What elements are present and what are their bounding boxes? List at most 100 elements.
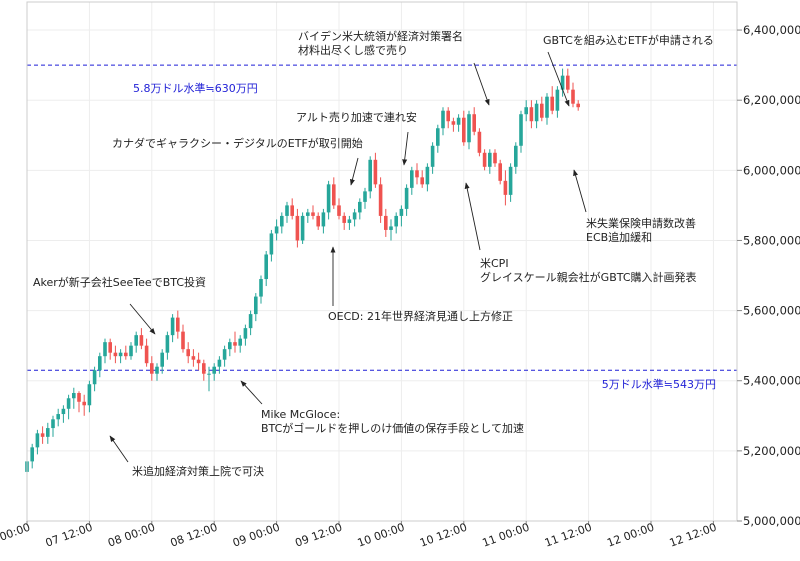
candle-body [202, 363, 206, 374]
candle-body [66, 398, 71, 409]
y-tick-label: 5,200,000 [743, 444, 800, 458]
candle [378, 177, 383, 223]
candle [555, 86, 560, 118]
candle-body [482, 152, 487, 167]
candle [160, 349, 164, 374]
candle [326, 180, 331, 220]
candle [410, 166, 414, 195]
candle [519, 110, 523, 153]
candle-body [529, 107, 534, 122]
candle-body [545, 96, 549, 118]
candle [404, 184, 409, 216]
candle-body [176, 317, 180, 332]
candle-body [508, 166, 513, 195]
candle-body [503, 180, 508, 195]
candle [222, 345, 227, 367]
candle-body [269, 233, 274, 255]
candle [228, 338, 232, 357]
candle [87, 380, 92, 413]
annotation-arrow [402, 131, 409, 166]
annotation-line: ECB追加緩和 [586, 230, 652, 244]
x-tick-label: 07 00:00 [0, 521, 32, 550]
annotation-arrow [349, 157, 359, 186]
candle [576, 100, 580, 111]
candle [540, 96, 544, 122]
reference-line-label: 5.8万ドル水準≒630万円 [133, 81, 258, 95]
candle-body [326, 184, 331, 213]
candle-body [363, 191, 367, 202]
candle [118, 349, 123, 364]
candle-body [228, 342, 232, 350]
candle-body [498, 163, 502, 181]
annotation-arrow [473, 62, 490, 106]
candle-body [191, 356, 196, 360]
candle [35, 429, 40, 455]
candle [238, 335, 242, 353]
candle-body [446, 110, 450, 122]
annotation: カナダでギャラクシー・デジタルのETFが取引開始 [112, 136, 363, 150]
candle [389, 219, 393, 241]
candle [316, 212, 320, 230]
candle-body [233, 342, 237, 346]
candle-body [87, 384, 92, 406]
candle-body [264, 254, 268, 280]
candle [368, 156, 372, 199]
annotation-line: バイデン米大統領が経済対策署名 [298, 29, 463, 43]
candle-body [300, 215, 305, 241]
x-tick-label: 11 12:00 [543, 521, 594, 550]
annotation-line: GBTCを組み込むETFが申請される [543, 33, 714, 47]
candle [337, 198, 341, 220]
candle [456, 114, 461, 132]
candle-body [316, 215, 320, 227]
candle [524, 100, 528, 122]
candle-body [462, 117, 466, 143]
candle-body [259, 279, 263, 297]
candle [493, 149, 497, 167]
candle [103, 338, 107, 364]
candle-body [40, 433, 45, 437]
candle-body [160, 352, 164, 367]
x-tick-label: 08 12:00 [169, 521, 220, 550]
candle [92, 366, 97, 392]
candle-body [306, 212, 310, 216]
candle-body [139, 335, 144, 346]
candle-body [290, 205, 294, 216]
candle-body [493, 152, 497, 164]
candle [233, 331, 237, 353]
annotation: GBTCを組み込むETFが申請される [543, 33, 714, 47]
candle-body [358, 201, 362, 213]
candle [212, 363, 216, 381]
candle [82, 394, 86, 416]
candle [482, 149, 487, 171]
candle-body [150, 363, 154, 374]
candle-body [124, 352, 128, 357]
candle-body [342, 215, 346, 223]
candle-body [170, 317, 175, 336]
annotation-line: OECD: 21年世界経済見通し上方修正 [328, 309, 513, 323]
candle [269, 229, 274, 262]
annotation: バイデン米大統領が経済対策署名材料出尽くし感で売り [298, 29, 463, 57]
candle [441, 107, 445, 136]
candle-body [430, 145, 435, 167]
candle-body [378, 184, 383, 216]
candle-body [436, 128, 440, 146]
candle-body [238, 338, 242, 346]
annotation-line: 米CPI [480, 257, 509, 270]
candle [264, 250, 268, 287]
candle [150, 356, 154, 381]
candle-body [72, 393, 76, 399]
candle [534, 100, 539, 129]
candle [384, 208, 388, 237]
plot-frame [26, 1, 738, 522]
candle [134, 331, 138, 353]
candle [352, 208, 357, 227]
annotation: OECD: 21年世界経済見通し上方修正 [328, 309, 513, 323]
annotation-line: Mike McGloce: [261, 408, 340, 421]
candle-body [347, 219, 352, 223]
candle [498, 159, 502, 185]
annotation-arrow [547, 51, 570, 107]
candle-body [456, 117, 461, 125]
y-tick-label: 6,000,000 [743, 163, 800, 177]
candle-body [576, 103, 580, 108]
